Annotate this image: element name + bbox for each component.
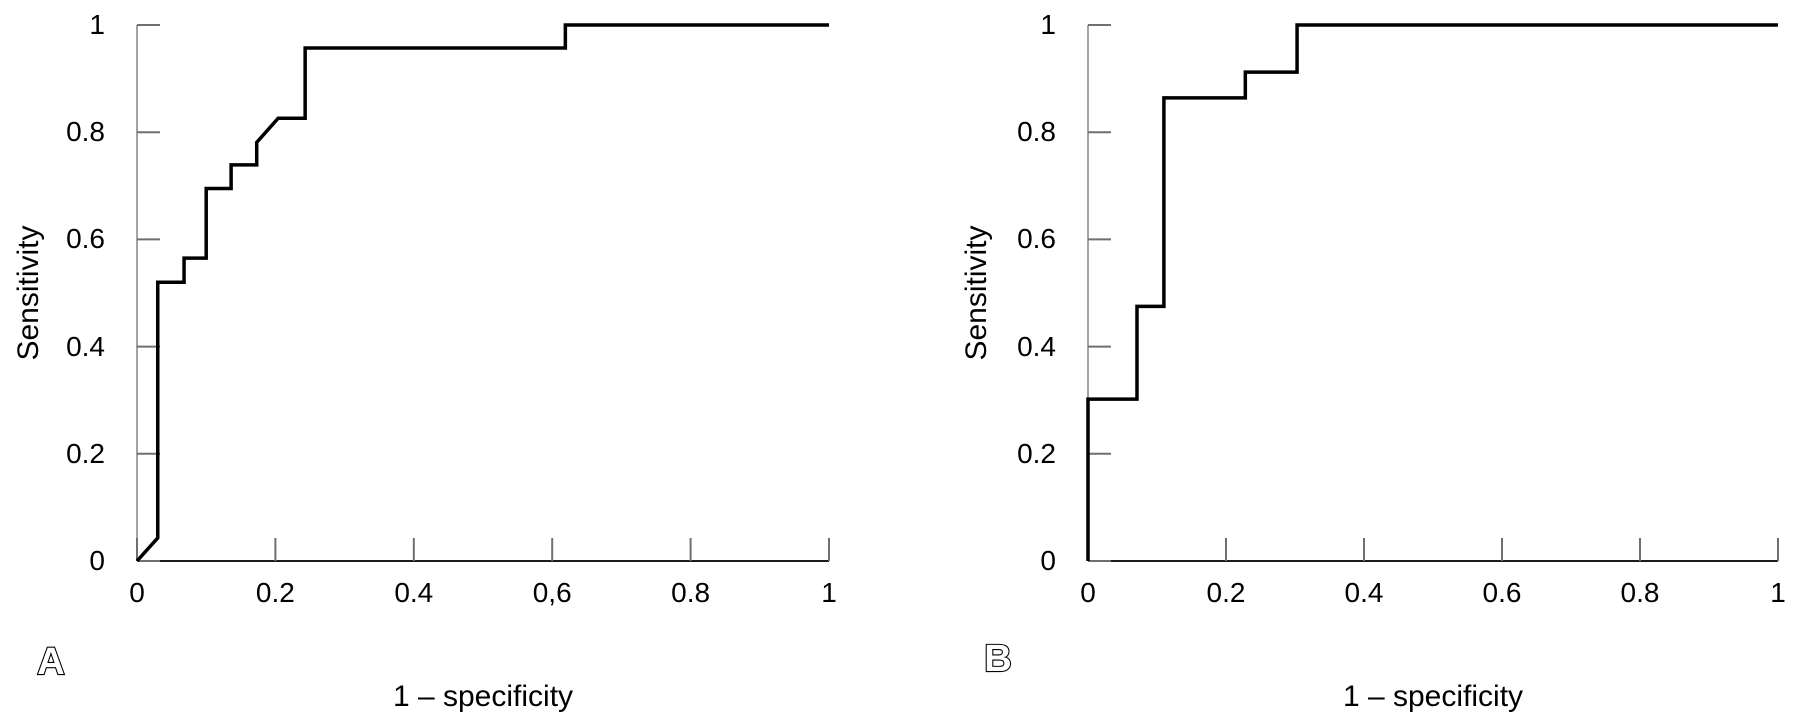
y-tick-label: 0.2 [1017,437,1056,469]
x-tick-label: 0,6 [532,577,572,608]
x-tick-label: 0.8 [671,577,711,608]
x-tick-label: 0.4 [394,577,434,608]
x-tick-label: 1 [1770,577,1786,608]
y-tick-label: 0.8 [1017,116,1056,148]
y-tick-label: 0.4 [66,330,105,362]
x-tick-label: 0.6 [1482,577,1522,608]
x-tick-label: 1 [821,577,837,608]
panel-letter-a: A [36,640,66,684]
x-tick-label: 0 [1080,577,1096,608]
x-tick-label: 0.2 [1206,577,1246,608]
y-tick-label: 0.6 [66,223,105,255]
x-tick-label: 0.8 [1620,577,1660,608]
roc-curve-a [135,23,829,563]
roc-curve-b [1086,23,1778,561]
y-tick-label: 0.6 [1017,223,1056,255]
x-tick-label: 0.2 [255,577,295,608]
y-tick-label: 0 [1040,545,1056,576]
y-tick-label: 0.2 [66,437,105,469]
y-tick-label: 0.8 [66,116,105,148]
y-tick-label: 0 [89,545,105,576]
x-axis-title-panel-a: 1 – specificity [392,680,574,713]
svg-text:B: B [984,638,1011,680]
y-tick-label: 1 [89,9,105,40]
y-tick-label: 1 [1040,9,1056,40]
x-tick-label: 0 [129,577,145,608]
x-tick-label: 0.4 [1344,577,1384,608]
y-tick-label: 0.4 [1017,330,1056,362]
svg-text:A: A [37,641,64,683]
x-axis-title-panel-b: 1 – specificity [1342,680,1524,713]
panel-letter-b: B [983,637,1013,681]
